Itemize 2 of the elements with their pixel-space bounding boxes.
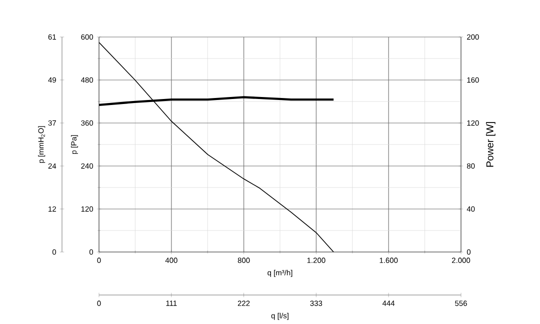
line-series — [99, 42, 334, 252]
y2-axis-title: Power [W] — [486, 122, 496, 167]
